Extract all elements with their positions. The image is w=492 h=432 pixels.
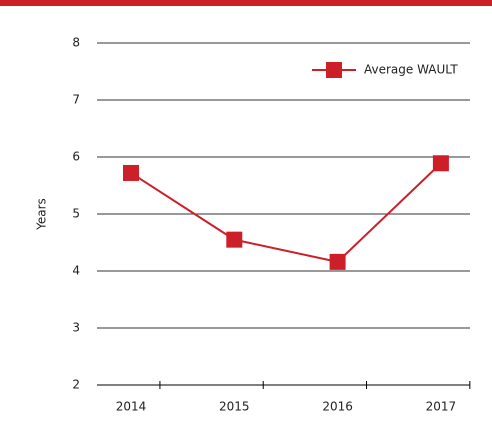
y-tick-label: 8	[72, 36, 80, 50]
y-axis-label: Years	[35, 198, 49, 231]
legend-marker	[326, 62, 342, 78]
y-tick-label: 2	[72, 378, 80, 392]
header-bar	[0, 0, 492, 6]
line	[130, 162, 442, 263]
marker	[123, 164, 139, 181]
legend-label: Average WAULT	[364, 63, 458, 77]
y-tick-label: 4	[72, 264, 80, 278]
y-tick-label: 7	[72, 93, 80, 107]
marker	[432, 155, 449, 172]
x-tick-label: 2014	[116, 400, 147, 414]
marker	[329, 253, 346, 270]
x-tick-label: 2017	[426, 400, 457, 414]
y-tick-label: 6	[72, 150, 80, 164]
y-tick-label: 3	[72, 321, 80, 335]
x-tick-label: 2015	[219, 400, 250, 414]
marker	[226, 231, 243, 248]
y-tick-label: 5	[72, 207, 80, 221]
x-tick-label: 2016	[322, 400, 353, 414]
